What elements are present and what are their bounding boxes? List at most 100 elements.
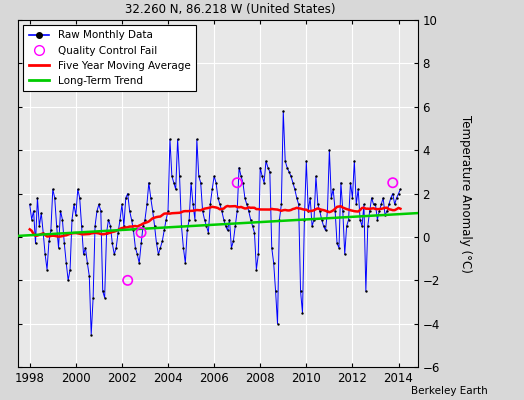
Point [150, 223, 159, 229]
Point [333, 240, 341, 247]
Point [279, 108, 288, 114]
Point [158, 238, 167, 244]
Point [106, 223, 115, 229]
Point [364, 223, 372, 229]
Point [173, 136, 182, 142]
Point [124, 277, 132, 284]
Point [269, 260, 278, 266]
Point [177, 223, 185, 229]
Point [348, 195, 357, 201]
Point [389, 180, 397, 186]
Point [367, 195, 376, 201]
Point [275, 216, 283, 223]
Point [389, 190, 397, 197]
Point [300, 216, 309, 223]
Point [233, 208, 242, 214]
Point [362, 288, 370, 294]
Point [308, 223, 316, 229]
Point [254, 251, 263, 258]
Point [375, 208, 384, 214]
Point [289, 180, 297, 186]
Point [135, 260, 144, 266]
Point [256, 164, 265, 171]
Point [193, 136, 201, 142]
Point [66, 266, 74, 273]
Point [73, 186, 82, 192]
Point [102, 230, 111, 236]
Point [360, 201, 368, 208]
Point [45, 238, 53, 244]
Point [60, 240, 69, 247]
Point [200, 216, 209, 223]
Point [112, 245, 121, 251]
Point [227, 245, 236, 251]
Point [208, 186, 216, 192]
Point [287, 173, 295, 180]
Point [91, 223, 99, 229]
Point [52, 223, 61, 229]
Point [41, 251, 49, 258]
Point [189, 201, 197, 208]
Point [168, 173, 176, 180]
Point [143, 201, 151, 208]
Point [243, 201, 251, 208]
Point [26, 201, 34, 208]
Point [335, 245, 343, 251]
Point [396, 186, 405, 192]
Point [118, 201, 126, 208]
Point [104, 216, 113, 223]
Point [179, 245, 188, 251]
Point [127, 216, 136, 223]
Point [154, 251, 162, 258]
Point [191, 216, 199, 223]
Point [383, 208, 391, 214]
Point [222, 223, 230, 229]
Point [194, 173, 203, 180]
Point [225, 216, 234, 223]
Point [58, 216, 67, 223]
Point [62, 260, 70, 266]
Point [33, 195, 41, 201]
Point [266, 169, 274, 175]
Point [248, 223, 257, 229]
Point [89, 294, 97, 301]
Point [148, 208, 157, 214]
Point [204, 230, 213, 236]
Point [124, 190, 132, 197]
Point [366, 208, 374, 214]
Point [268, 245, 276, 251]
Point [354, 186, 363, 192]
Point [199, 208, 207, 214]
Point [99, 288, 107, 294]
Point [294, 201, 303, 208]
Point [356, 216, 364, 223]
Point [304, 208, 312, 214]
Point [137, 240, 145, 247]
Point [292, 195, 301, 201]
Point [210, 173, 219, 180]
Point [49, 186, 57, 192]
Point [239, 180, 247, 186]
Point [183, 227, 191, 234]
Point [264, 164, 272, 171]
Point [323, 208, 332, 214]
Point [196, 180, 205, 186]
Point [381, 212, 389, 218]
Point [93, 208, 101, 214]
Point [139, 223, 147, 229]
Point [137, 230, 145, 236]
Point [312, 173, 320, 180]
Point [291, 186, 299, 192]
Point [131, 245, 139, 251]
Point [281, 158, 289, 164]
Point [147, 195, 155, 201]
Text: Berkeley Earth: Berkeley Earth [411, 386, 487, 396]
Point [358, 223, 366, 229]
Point [75, 195, 84, 201]
Point [212, 180, 220, 186]
Point [285, 169, 293, 175]
Point [133, 251, 141, 258]
Point [79, 251, 88, 258]
Point [346, 180, 355, 186]
Point [162, 216, 170, 223]
